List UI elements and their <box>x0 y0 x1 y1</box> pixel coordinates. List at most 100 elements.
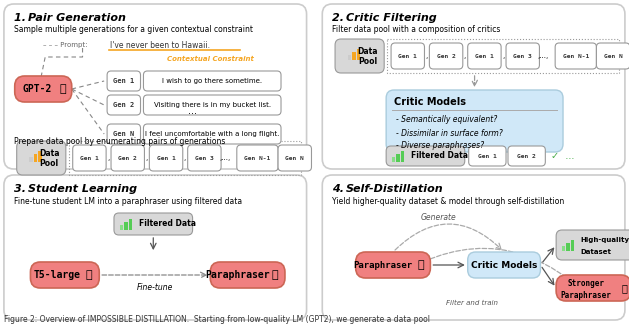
Text: T5-large: T5-large <box>33 270 81 280</box>
Bar <box>34 154 37 162</box>
Bar <box>356 49 360 60</box>
Text: 🐣: 🐣 <box>60 84 66 94</box>
Text: Yield higher-quality dataset & model through self-distillation: Yield higher-quality dataset & model thr… <box>332 196 564 206</box>
Bar <box>396 154 400 162</box>
Bar <box>352 52 356 60</box>
Bar <box>129 219 132 230</box>
FancyBboxPatch shape <box>323 4 625 169</box>
FancyBboxPatch shape <box>107 95 141 115</box>
Bar <box>392 157 396 162</box>
Text: Sample multiple generations for a given contextual constraint: Sample multiple generations for a given … <box>13 26 253 35</box>
Text: Paraphraser: Paraphraser <box>560 291 611 299</box>
Text: Data: Data <box>39 149 60 159</box>
Text: - Diverse paraphrases?: - Diverse paraphrases? <box>396 141 484 150</box>
Text: Generate: Generate <box>420 213 456 221</box>
Text: Gen 1: Gen 1 <box>475 54 494 59</box>
Text: Gen 2: Gen 2 <box>113 102 134 108</box>
FancyBboxPatch shape <box>4 175 307 320</box>
Text: Fine-tune student LM into a paraphraser using filtered data: Fine-tune student LM into a paraphraser … <box>13 196 242 206</box>
FancyBboxPatch shape <box>555 43 596 69</box>
Text: Fine-tune: Fine-tune <box>136 283 173 291</box>
Text: I feel uncomfortable with a long flight.: I feel uncomfortable with a long flight. <box>145 131 280 137</box>
Text: Gen N: Gen N <box>113 131 134 137</box>
FancyBboxPatch shape <box>211 262 285 288</box>
FancyBboxPatch shape <box>556 275 631 301</box>
FancyBboxPatch shape <box>391 43 424 69</box>
Text: ,...,: ,..., <box>220 155 230 161</box>
Text: Critic Models: Critic Models <box>471 261 537 269</box>
Text: Gen N: Gen N <box>604 54 623 59</box>
Bar <box>566 243 570 251</box>
Bar <box>68 141 301 175</box>
Bar <box>571 240 574 251</box>
Text: Gen 2: Gen 2 <box>436 54 456 59</box>
Text: - Dissimilar in surface form?: - Dissimilar in surface form? <box>396 129 503 138</box>
Text: GPT-2: GPT-2 <box>22 84 52 94</box>
Text: Filter and train: Filter and train <box>445 300 498 306</box>
Text: Gen 3: Gen 3 <box>195 156 214 161</box>
Text: High-quality: High-quality <box>580 237 630 243</box>
Text: Data: Data <box>357 47 378 57</box>
Text: 2.: 2. <box>332 13 348 23</box>
FancyBboxPatch shape <box>508 146 545 166</box>
Text: Gen 1: Gen 1 <box>478 154 497 159</box>
Text: ,...,: ,..., <box>538 53 549 59</box>
FancyBboxPatch shape <box>111 145 145 171</box>
Text: 🐥: 🐥 <box>272 270 278 280</box>
Text: Filtered Data: Filtered Data <box>138 219 196 229</box>
FancyBboxPatch shape <box>17 141 66 175</box>
Bar <box>562 246 566 251</box>
Text: I've never been to Hawaii.: I've never been to Hawaii. <box>110 40 210 49</box>
FancyBboxPatch shape <box>468 252 540 278</box>
Text: Critic Filtering: Critic Filtering <box>346 13 436 23</box>
FancyBboxPatch shape <box>386 146 465 166</box>
Text: Paraphraser: Paraphraser <box>354 261 413 269</box>
Text: Gen 1: Gen 1 <box>398 54 417 59</box>
FancyBboxPatch shape <box>107 124 141 144</box>
FancyBboxPatch shape <box>386 90 563 152</box>
Text: ✓  ...: ✓ ... <box>551 151 575 161</box>
FancyBboxPatch shape <box>143 95 281 115</box>
Text: Gen 3: Gen 3 <box>513 54 532 59</box>
FancyBboxPatch shape <box>323 175 625 320</box>
Text: Gen N-1: Gen N-1 <box>563 54 589 59</box>
Text: Pool: Pool <box>358 58 377 66</box>
Text: – – – Prompt:: – – – Prompt: <box>44 42 88 48</box>
Text: Student Learning: Student Learning <box>28 184 136 194</box>
Text: Gen 1: Gen 1 <box>80 156 99 161</box>
FancyBboxPatch shape <box>468 146 506 166</box>
Bar <box>348 55 351 60</box>
FancyBboxPatch shape <box>429 43 463 69</box>
Text: Gen 1: Gen 1 <box>113 78 134 84</box>
Text: ,: , <box>184 155 186 161</box>
Bar <box>38 151 42 162</box>
Text: I wish to go there sometime.: I wish to go there sometime. <box>162 78 262 84</box>
Text: Dataset: Dataset <box>580 249 612 255</box>
FancyBboxPatch shape <box>4 4 307 169</box>
Text: 4.: 4. <box>332 184 348 194</box>
FancyBboxPatch shape <box>143 71 281 91</box>
FancyBboxPatch shape <box>107 71 141 91</box>
Text: Gen 2: Gen 2 <box>118 156 137 161</box>
Text: Pool: Pool <box>40 160 59 168</box>
Text: 🐥: 🐥 <box>417 260 424 270</box>
Bar <box>124 222 128 230</box>
Text: 🐔: 🐔 <box>622 283 628 293</box>
Text: ,: , <box>463 53 466 59</box>
FancyBboxPatch shape <box>356 252 430 278</box>
Bar <box>387 39 619 73</box>
FancyBboxPatch shape <box>73 145 106 171</box>
Text: Self-Distillation: Self-Distillation <box>346 184 444 194</box>
FancyBboxPatch shape <box>278 145 312 171</box>
Text: Gen N: Gen N <box>285 156 304 161</box>
Text: - Semantically equivalent?: - Semantically equivalent? <box>396 115 497 124</box>
Text: ,: , <box>107 155 109 161</box>
FancyBboxPatch shape <box>15 76 72 102</box>
Text: Gen N-1: Gen N-1 <box>244 156 271 161</box>
FancyBboxPatch shape <box>149 145 183 171</box>
FancyBboxPatch shape <box>556 230 640 260</box>
Text: ,: , <box>145 155 148 161</box>
FancyBboxPatch shape <box>596 43 630 69</box>
Text: Filtered Data: Filtered Data <box>411 151 468 161</box>
Text: 1.: 1. <box>13 13 29 23</box>
